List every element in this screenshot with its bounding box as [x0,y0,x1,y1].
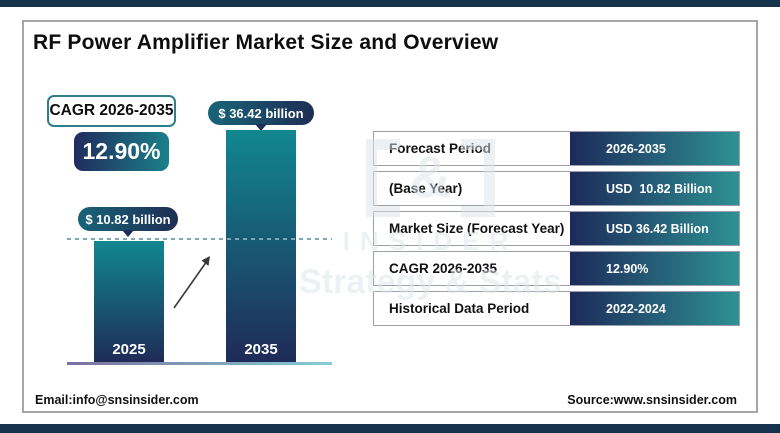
cagr-value-badge: 12.90% [74,132,169,171]
table-row: Market Size (Forecast Year) USD 36.42 Bi… [373,211,740,246]
table-row: (Base Year) USD 10.82 Billion [373,171,740,206]
table-row-label: Market Size (Forecast Year) [389,221,565,236]
reference-dashed-line [67,238,332,240]
data-label-2025: $ 10.82 billion [78,207,178,231]
data-label-2035: $ 36.42 billion [208,101,314,125]
bar-year-label-2025: 2025 [112,341,146,358]
table-row-value: USD 36.42 Billion [570,212,739,245]
footer-email: Email:info@snsinsider.com [35,393,199,407]
table-row-label: Historical Data Period [389,301,530,316]
bar-year-label-2035: 2035 [244,341,278,358]
page-title: RF Power Amplifier Market Size and Overv… [33,31,499,54]
table-row: Historical Data Period 2022-2024 [373,291,740,326]
cagr-period-box: CAGR 2026-2035 [47,95,176,127]
bottom-accent-bar [0,424,780,433]
table-row-value: 2022-2024 [570,292,739,325]
bar-2025: 2025 [94,241,164,364]
table-row-value: 2026-2035 [570,132,739,165]
market-spec-table: Forecast Period 2026-2035 (Base Year) US… [373,131,740,331]
top-accent-bar [0,0,780,7]
footer-source: Source:www.snsinsider.com [567,393,737,407]
table-row: Forecast Period 2026-2035 [373,131,740,166]
growth-arrow-icon [173,256,210,309]
chart-baseline [67,362,332,365]
table-row-value: 12.90% [570,252,739,285]
bar-2035: 2035 [226,130,296,364]
table-row-label: CAGR 2026-2035 [389,261,498,276]
table-row-label: (Base Year) [389,181,463,196]
table-row: CAGR 2026-2035 12.90% [373,251,740,286]
table-row-label: Forecast Period [389,141,492,156]
table-row-value: USD 10.82 Billion [570,172,739,205]
